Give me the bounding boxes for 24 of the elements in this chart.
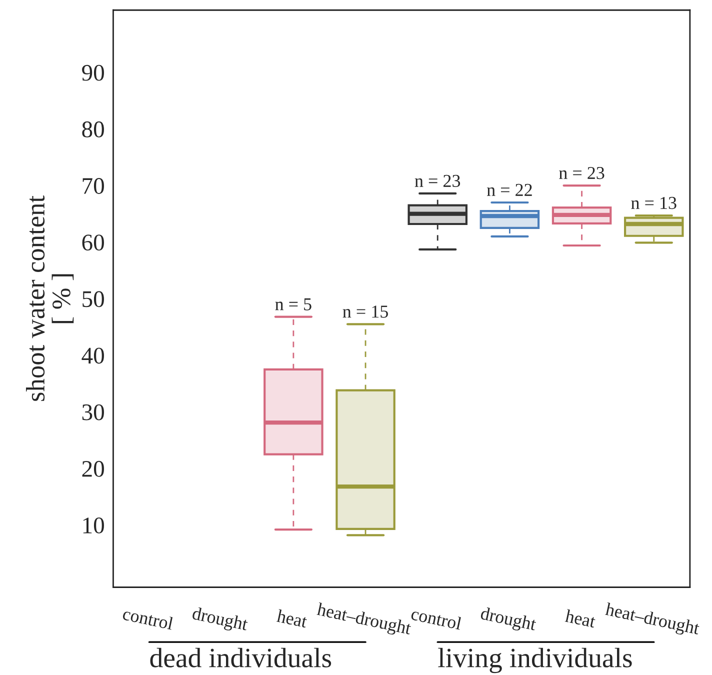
y-tick-label: 90 [82, 64, 104, 81]
y-tick-label: 20 [82, 460, 104, 477]
text: dead individuals [150, 648, 332, 668]
annotation: n = 22 [486, 184, 532, 196]
y-tick-label: 70 [82, 178, 104, 194]
x-tick-label: heat [276, 609, 308, 628]
x-tick-label: drought [479, 606, 538, 634]
text: living individuals [438, 648, 632, 674]
x-tick-label: heat [564, 609, 596, 628]
annotation: n = 13 [631, 196, 676, 210]
y-tick-label: 60 [82, 234, 104, 251]
x-tick-label: control [410, 607, 462, 630]
y-axis-title: shoot water content [ % ] [26, 196, 74, 401]
annotation: n = 23 [414, 174, 460, 187]
annotation: n = 23 [559, 166, 604, 180]
y-tick-label: 50 [82, 291, 104, 308]
x-tick-label: drought [191, 606, 249, 634]
annotation: n = 15 [342, 306, 388, 318]
y-tick-label: 40 [82, 348, 104, 364]
y-tick-label: 80 [82, 121, 104, 138]
annotation: n = 5 [275, 298, 312, 310]
y-tick-label: 30 [82, 404, 104, 420]
x-tick-label: control [122, 607, 174, 630]
y-tick-label: 10 [83, 518, 104, 534]
